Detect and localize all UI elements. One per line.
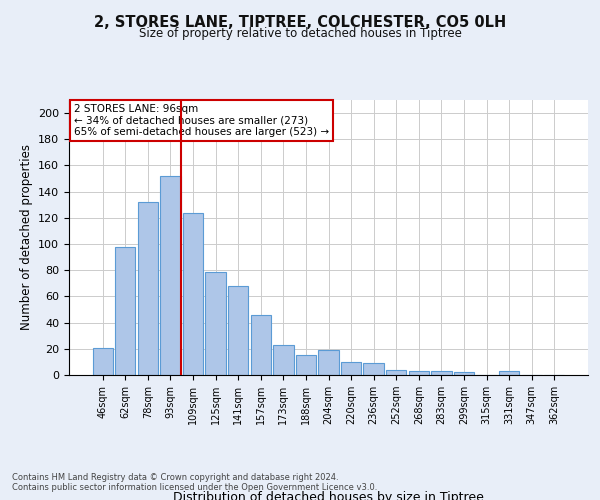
Text: Contains public sector information licensed under the Open Government Licence v3: Contains public sector information licen…: [12, 484, 377, 492]
Bar: [205, 272, 226, 375]
Bar: [431, 371, 452, 375]
Bar: [92, 348, 113, 375]
Bar: [454, 372, 474, 375]
Bar: [160, 176, 181, 375]
Bar: [364, 363, 384, 375]
X-axis label: Distribution of detached houses by size in Tiptree: Distribution of detached houses by size …: [173, 491, 484, 500]
Text: 2 STORES LANE: 96sqm
← 34% of detached houses are smaller (273)
65% of semi-deta: 2 STORES LANE: 96sqm ← 34% of detached h…: [74, 104, 329, 138]
Bar: [341, 362, 361, 375]
Bar: [273, 345, 293, 375]
Bar: [228, 286, 248, 375]
Text: 2, STORES LANE, TIPTREE, COLCHESTER, CO5 0LH: 2, STORES LANE, TIPTREE, COLCHESTER, CO5…: [94, 15, 506, 30]
Text: Contains HM Land Registry data © Crown copyright and database right 2024.: Contains HM Land Registry data © Crown c…: [12, 472, 338, 482]
Bar: [183, 212, 203, 375]
Bar: [499, 371, 519, 375]
Bar: [296, 356, 316, 375]
Bar: [386, 370, 406, 375]
Y-axis label: Number of detached properties: Number of detached properties: [20, 144, 32, 330]
Text: Size of property relative to detached houses in Tiptree: Size of property relative to detached ho…: [139, 28, 461, 40]
Bar: [409, 371, 429, 375]
Bar: [138, 202, 158, 375]
Bar: [319, 350, 338, 375]
Bar: [115, 246, 136, 375]
Bar: [251, 315, 271, 375]
